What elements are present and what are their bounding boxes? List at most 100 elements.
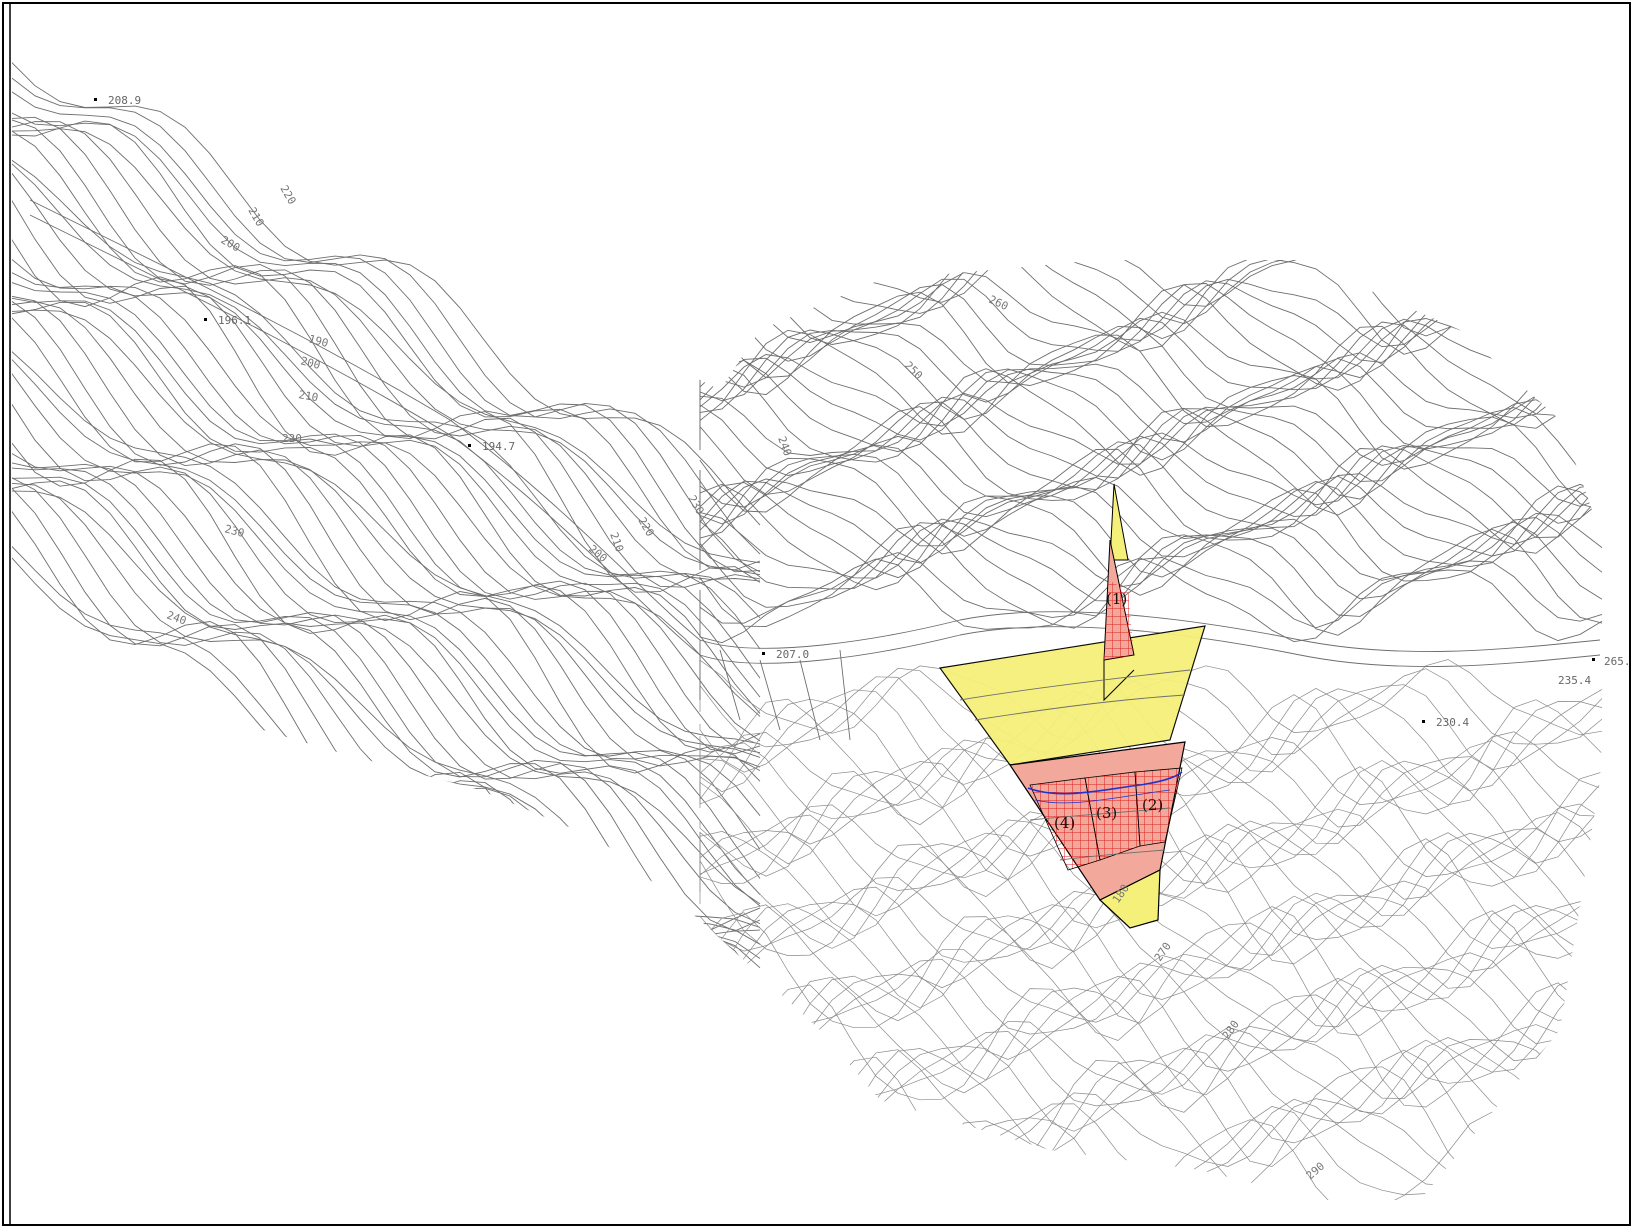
contour-label: 240 — [165, 609, 188, 628]
contour-line — [12, 314, 761, 782]
contour-line — [699, 521, 1603, 617]
contour-label: 230 — [223, 522, 246, 540]
contour-label: 210 — [297, 388, 319, 404]
contour-line — [12, 443, 761, 932]
contour-line — [699, 317, 1603, 403]
contour-line — [699, 949, 1603, 1028]
blue-hatch-line — [1034, 789, 1171, 804]
contour-label: 210 — [245, 205, 266, 229]
contour-line — [699, 240, 1603, 339]
elevation-point: 235.4 — [1558, 674, 1591, 687]
contour-line — [699, 325, 1603, 435]
contour-line — [699, 475, 1603, 564]
zone-labels: (1) (2) (3) (4) — [1054, 590, 1163, 832]
contour-line — [699, 406, 1603, 516]
contour-line — [12, 356, 761, 850]
contour-line — [699, 1039, 1603, 1153]
yellow-spike — [1109, 483, 1129, 561]
elevation-label: 235.4 — [1558, 674, 1591, 687]
contour-label: 260 — [987, 293, 1011, 313]
elevation-label: 265. — [1604, 655, 1631, 668]
zone-label-2: (2) — [1142, 796, 1163, 814]
elevation-label: 207.0 — [776, 648, 809, 661]
contour-line — [12, 116, 761, 582]
contour-line — [699, 233, 1603, 307]
contour-line — [699, 448, 1603, 555]
contour-line — [699, 1034, 1603, 1134]
contour-line — [699, 1020, 1603, 1099]
contour-label: 240 — [775, 435, 794, 458]
contour-line — [12, 266, 761, 755]
contour-label: 200 — [219, 233, 243, 254]
contour-line — [12, 115, 761, 576]
contour-label: 220 — [277, 183, 298, 207]
contour-line — [699, 1056, 1603, 1185]
contour-line — [699, 904, 1603, 1024]
contour-line — [699, 483, 1603, 596]
contour-line — [12, 77, 761, 573]
yellow-zone-tip — [1098, 869, 1161, 929]
contour-label: 280 — [1220, 1018, 1242, 1042]
contour-line — [699, 1049, 1603, 1167]
contour-line — [12, 301, 761, 758]
contour-line — [12, 430, 761, 925]
contour-line — [699, 967, 1603, 1081]
contour-line — [699, 396, 1603, 482]
contour-lines-east — [699, 233, 1603, 644]
contour-label: 210 — [607, 531, 626, 554]
contour-label: 190 — [307, 332, 330, 350]
contour-line — [699, 524, 1603, 636]
contour-line — [12, 468, 761, 934]
contour-line — [12, 292, 761, 745]
contour-line — [12, 229, 761, 717]
contour-line — [699, 473, 1603, 547]
contour-line — [699, 1106, 1603, 1200]
elevation-point: 207.0 — [762, 648, 809, 661]
contour-line — [699, 910, 1603, 1041]
elevation-points: 208.9 196.1 194.7 207.0 230.4 235.4 265. — [94, 94, 1631, 729]
contour-line — [12, 405, 761, 907]
contour-line — [699, 976, 1603, 1096]
contour-line — [12, 241, 761, 742]
hatch-zone-4 — [1029, 777, 1101, 871]
contour-line — [699, 1111, 1603, 1200]
contour-line — [699, 359, 1603, 461]
contour-line — [699, 552, 1603, 629]
elevation-point: 230.4 — [1422, 716, 1469, 729]
contour-line — [699, 955, 1603, 1046]
contour-line — [12, 348, 761, 816]
zone-label-4: (4) — [1054, 814, 1075, 832]
contour-line — [12, 481, 761, 928]
contour-line — [699, 441, 1603, 539]
elevation-label: 194.7 — [482, 440, 515, 453]
contour-line — [12, 254, 761, 754]
contour-line — [12, 299, 761, 771]
zone-1-stem — [1103, 660, 1135, 702]
contour-line — [699, 517, 1603, 602]
contour-label: 200 — [299, 354, 322, 372]
contour-line — [12, 279, 761, 753]
contour-line — [12, 40, 761, 526]
contour-line — [699, 962, 1603, 1062]
contour-line — [12, 161, 761, 650]
contour-lines-south — [699, 659, 1603, 1200]
contour-line — [699, 432, 1603, 508]
contour-line — [12, 52, 761, 555]
contour-label: 290 — [1304, 1160, 1328, 1183]
contour-label: 200 — [586, 542, 610, 565]
contour-line — [12, 118, 761, 588]
contour-line — [699, 321, 1603, 420]
zone-label-3: (3) — [1096, 804, 1117, 822]
contour-lines-west — [12, 40, 761, 1050]
contour-line — [699, 895, 1603, 1009]
elevation-label: 230.4 — [1436, 716, 1469, 729]
contour-line — [699, 235, 1603, 325]
contour-line — [699, 435, 1603, 525]
contour-label: 220 — [282, 432, 302, 445]
contour-line — [12, 418, 761, 905]
contour-line — [699, 1092, 1603, 1173]
contour-line — [699, 511, 1603, 588]
hazard-zones — [938, 483, 1206, 929]
